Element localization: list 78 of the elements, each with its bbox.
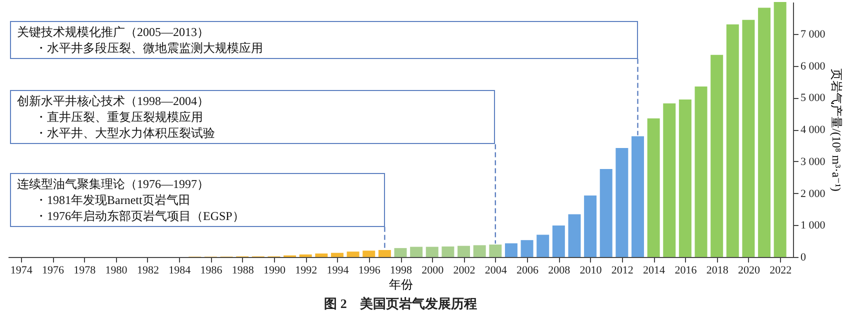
bar [774,2,786,257]
x-axis-title: 年份 [389,278,413,292]
y-tick-label: 6 000 [800,60,826,72]
bar [315,253,328,257]
x-tick-label: 1998 [390,264,412,276]
bar [473,245,486,257]
x-tick-label: 1984 [168,264,192,276]
bar [504,243,518,257]
bar [394,248,407,257]
bar [647,118,660,257]
x-tick-label: 2020 [738,264,760,276]
bar [536,234,550,257]
y-tick-label: 0 [800,252,806,264]
bar [678,100,692,257]
bar [758,8,771,257]
y-tick-label: 7 000 [800,28,826,40]
x-tick-label: 1994 [326,264,350,276]
y-tick-label: 4 000 [800,124,826,136]
bar [694,86,708,257]
callout-box: 创新水平井核心技术（1998—2004） ・直井压裂、重复压裂规模应用 ・水平井、大型水力体积压裂试验 [10,90,496,144]
bar [726,24,739,257]
bar [710,54,724,257]
annotation: ・1981年发现Barnett页岩气田 [35,192,190,208]
bar [489,244,502,257]
bar [631,136,644,257]
bar [600,169,612,257]
bar [346,252,360,257]
text: 图 2 美国页岩气发展历程 [324,296,477,311]
bar [584,195,597,257]
x-tick-label: 2012 [611,264,634,276]
y-tick-label: 1 000 [800,220,826,232]
x-tick-label: 1990 [263,264,286,276]
x-tick-label: 1982 [136,264,159,276]
x-tick-label: 2006 [516,264,540,276]
callout-box: 连续型油气聚集理论（1976—1997） ・1981年发现Barnett页岩气田 ・1976年启动东部页岩气项目（EGSP） [10,172,385,227]
bar [458,246,470,257]
x-tick-label: 1978 [74,264,96,276]
callout-box: 关键技术规模化推广（2005—2013） ・水平井多段压裂、微地震监测大规模应用 [10,20,638,59]
annotation: ・1976年启动东部页岩气项目（EGSP） [35,208,244,224]
x-tick-label: 2022 [770,264,792,276]
bar [552,225,565,257]
x-tick-label: 2002 [453,264,476,276]
y-tick-label: 2 000 [800,188,826,200]
x-tick-label: 2010 [580,264,602,276]
x-tick-label: 2016 [674,264,698,276]
bar [410,246,423,257]
y-tick-label: 3 000 [800,156,826,168]
annotation: ・水平井、大型水力体积压裂试验 [35,125,215,142]
annotation: ・水平井多段压裂、微地震监测大规模应用 [35,40,263,56]
x-tick-label: 2014 [643,264,666,276]
annotation: ・直井压裂、重复压裂规模应用 [35,109,203,126]
y-tick-label: 5 000 [800,92,826,104]
x-tick-label: 2000 [422,264,444,276]
bar [520,240,534,257]
x-tick-label: 1996 [358,264,381,276]
x-tick-label: 2004 [484,264,508,276]
x-tick-label: 2018 [706,264,729,276]
x-tick-label: 1992 [295,264,318,276]
bar [742,20,755,257]
bar [426,246,438,257]
x-tick-label: 1988 [232,264,254,276]
x-tick-label: 2008 [548,264,571,276]
annotation: 关键技术规模化推广（2005—2013） [17,24,209,40]
bar [378,250,391,257]
x-tick-label: 1986 [200,264,223,276]
y-axis-title: 页岩气产量/(10⁸ m³·a⁻¹) [829,68,844,192]
bar [616,148,628,257]
bar [568,214,581,257]
x-tick-label: 1976 [42,264,65,276]
x-tick-label: 1980 [105,264,128,276]
bar [442,246,454,257]
bar [663,103,676,257]
annotation: 连续型油气聚集理论（1976—1997） [17,176,209,192]
bar [299,254,312,257]
bar [362,250,376,257]
bar [330,252,344,257]
x-tick-label: 1974 [10,264,33,276]
annotation: 创新水平井核心技术（1998—2004） [17,93,209,110]
